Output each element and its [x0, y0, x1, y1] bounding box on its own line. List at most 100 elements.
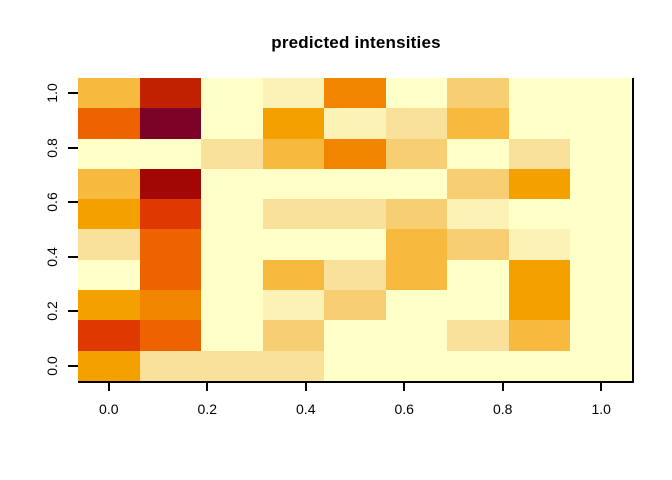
x-axis-tick-label: 1.0 [591, 401, 611, 417]
heatmap-cell [139, 259, 202, 291]
y-axis-tick [68, 92, 78, 95]
heatmap-cell [508, 108, 571, 139]
heatmap-cell [570, 350, 632, 381]
x-axis-tick [107, 383, 110, 391]
heatmap-cell [385, 199, 448, 230]
x-axis-tick [600, 383, 603, 391]
chart-title: predicted intensities [271, 33, 441, 52]
heatmap-cell [385, 290, 448, 321]
heatmap-cell [201, 320, 263, 351]
heatmap-cell [201, 229, 263, 260]
heatmap-cell [385, 168, 448, 200]
y-axis-tick [68, 364, 78, 367]
heatmap-cell [508, 168, 571, 200]
x-axis-tick [403, 383, 406, 391]
heatmap-cell [385, 78, 448, 109]
heatmap-cell [139, 199, 202, 230]
y-axis-tick [68, 255, 78, 258]
heatmap-cell [324, 290, 386, 321]
heatmap-cell [385, 229, 448, 260]
heatmap-cell [385, 350, 448, 381]
heatmap-cell [78, 168, 140, 200]
heatmap-cell [139, 138, 202, 169]
heatmap-cell [78, 108, 140, 139]
heatmap-cell [139, 78, 202, 109]
y-axis-tick-label: 0.0 [44, 356, 60, 376]
heatmap-cell [324, 199, 386, 230]
heatmap-cell [78, 259, 140, 291]
heatmap-cell [570, 199, 632, 230]
heatmap-cell [201, 290, 263, 321]
heatmap-cell [262, 199, 325, 230]
heatmap-cell [78, 290, 140, 321]
heatmap-cell [78, 199, 140, 230]
heatmap-cell [139, 320, 202, 351]
heatmap-cell [201, 199, 263, 230]
heatmap-cell [262, 350, 325, 381]
heatmap-grid [78, 78, 632, 381]
x-axis-tick [304, 383, 307, 391]
heatmap-cell [447, 259, 509, 291]
heatmap-cell [262, 229, 325, 260]
heatmap-cell [78, 350, 140, 381]
x-axis-tick [206, 383, 209, 391]
heatmap-cell [570, 138, 632, 169]
heatmap-cell [447, 138, 509, 169]
heatmap-cell [201, 168, 263, 200]
heatmap-cell [447, 350, 509, 381]
heatmap-cell [570, 229, 632, 260]
heatmap-cell [324, 168, 386, 200]
heatmap-cell [201, 78, 263, 109]
heatmap-cell [262, 259, 325, 291]
heatmap-cell [262, 320, 325, 351]
heatmap-cell [385, 320, 448, 351]
heatmap-cell [201, 259, 263, 291]
x-axis-tick-label: 0.4 [296, 401, 316, 417]
heatmap-cell [447, 320, 509, 351]
heatmap-cell [570, 108, 632, 139]
heatmap-cell [324, 229, 386, 260]
x-axis-tick-label: 0.0 [99, 401, 119, 417]
y-axis-tick-label: 1.0 [44, 83, 60, 103]
x-axis-tick-label: 0.6 [394, 401, 414, 417]
y-axis-tick-label: 0.2 [44, 301, 60, 322]
heatmap-cell [385, 138, 448, 169]
heatmap-cell [78, 138, 140, 169]
y-axis-tick [68, 201, 78, 204]
heatmap-cell [139, 290, 202, 321]
heatmap-cell [570, 320, 632, 351]
heatmap-cell [78, 78, 140, 109]
heatmap-cell [508, 320, 571, 351]
heatmap-cell [324, 259, 386, 291]
heatmap-cell [201, 350, 263, 381]
y-axis-tick-label: 0.6 [44, 192, 60, 212]
heatmap-cell [201, 108, 263, 139]
y-axis-tick-label: 0.4 [44, 247, 60, 267]
heatmap-cell [570, 259, 632, 291]
heatmap-cell [508, 350, 571, 381]
heatmap-cell [508, 229, 571, 260]
heatmap-cell [447, 229, 509, 260]
heatmap-cell [447, 199, 509, 230]
heatmap-cell [570, 78, 632, 109]
heatmap-cell [78, 320, 140, 351]
heatmap-cell [324, 78, 386, 109]
heatmap-cell [570, 168, 632, 200]
heatmap-cell [508, 259, 571, 291]
heatmap-cell [262, 290, 325, 321]
x-axis-tick-label: 0.2 [197, 401, 217, 417]
heatmap-cell [139, 108, 202, 139]
heatmap-cell [262, 108, 325, 139]
heatmap-cell [508, 78, 571, 109]
heatmap-cell [447, 168, 509, 200]
x-axis-tick-label: 0.8 [492, 401, 513, 417]
heatmap-plot-area [78, 78, 634, 383]
heatmap-cell [78, 229, 140, 260]
heatmap-cell [139, 350, 202, 381]
heatmap-cell [139, 168, 202, 200]
heatmap-cell [262, 138, 325, 169]
heatmap-cell [508, 138, 571, 169]
heatmap-cell [324, 320, 386, 351]
heatmap-cell [447, 78, 509, 109]
y-axis-tick [68, 310, 78, 313]
